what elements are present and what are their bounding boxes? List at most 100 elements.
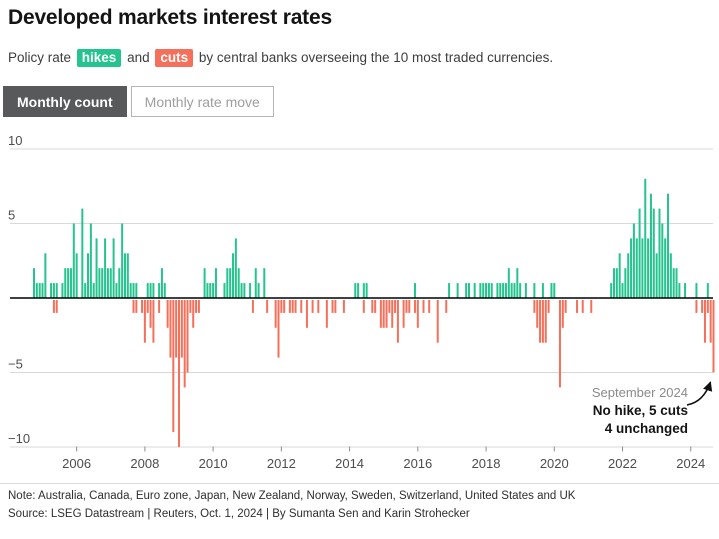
hike-bar[interactable]: [237, 268, 240, 298]
cut-bar[interactable]: [576, 300, 579, 313]
cut-bar[interactable]: [564, 300, 567, 313]
cut-bar[interactable]: [135, 300, 138, 313]
cut-bar[interactable]: [701, 300, 704, 313]
cut-bar[interactable]: [405, 300, 408, 313]
cut-bar[interactable]: [317, 300, 320, 313]
cut-bar[interactable]: [331, 300, 334, 313]
hike-bar[interactable]: [479, 283, 482, 298]
hike-bar[interactable]: [675, 268, 678, 298]
cut-bar[interactable]: [132, 300, 135, 313]
hike-bar[interactable]: [357, 283, 360, 298]
hike-bar[interactable]: [485, 283, 488, 298]
cut-bar[interactable]: [266, 300, 269, 313]
hike-bar[interactable]: [499, 283, 502, 298]
cut-bar[interactable]: [382, 300, 385, 328]
hike-bar[interactable]: [541, 283, 544, 298]
cut-bar[interactable]: [192, 300, 195, 328]
hike-bar[interactable]: [123, 253, 126, 298]
cut-bar[interactable]: [428, 300, 431, 313]
cut-bar[interactable]: [388, 300, 391, 313]
cut-bar[interactable]: [277, 300, 280, 358]
hike-bar[interactable]: [649, 193, 652, 298]
hike-bar[interactable]: [615, 268, 618, 298]
hike-bar[interactable]: [664, 238, 667, 298]
hike-bar[interactable]: [41, 283, 44, 298]
cut-bar[interactable]: [695, 300, 698, 313]
hike-bar[interactable]: [669, 253, 672, 298]
cut-bar[interactable]: [141, 300, 144, 313]
cut-bar[interactable]: [195, 300, 198, 313]
hike-bar[interactable]: [510, 283, 513, 298]
hike-bar[interactable]: [647, 238, 650, 298]
cut-bar[interactable]: [175, 300, 178, 358]
hike-bar[interactable]: [226, 268, 229, 298]
cut-bar[interactable]: [274, 300, 277, 328]
hike-bar[interactable]: [118, 268, 121, 298]
cut-bar[interactable]: [152, 300, 155, 343]
cut-bar[interactable]: [334, 300, 337, 313]
cut-bar[interactable]: [186, 300, 189, 373]
cut-bar[interactable]: [158, 300, 161, 313]
cut-bar[interactable]: [169, 300, 172, 358]
cut-bar[interactable]: [52, 300, 55, 313]
hike-bar[interactable]: [695, 283, 698, 298]
cut-bar[interactable]: [558, 300, 561, 388]
cut-bar[interactable]: [305, 300, 308, 328]
hike-bar[interactable]: [641, 238, 644, 298]
cut-bar[interactable]: [374, 300, 377, 313]
hike-bar[interactable]: [254, 268, 257, 298]
cut-bar[interactable]: [178, 300, 180, 447]
hike-bar[interactable]: [129, 283, 132, 298]
cut-bar[interactable]: [379, 300, 382, 328]
hike-bar[interactable]: [678, 283, 681, 298]
hike-bar[interactable]: [92, 283, 95, 298]
cut-bar[interactable]: [183, 300, 186, 388]
hike-bar[interactable]: [44, 253, 47, 298]
hike-bar[interactable]: [234, 238, 237, 298]
cut-bar[interactable]: [197, 300, 200, 313]
cut-bar[interactable]: [146, 300, 149, 313]
hike-bar[interactable]: [132, 283, 135, 298]
hike-bar[interactable]: [490, 283, 493, 298]
cut-bar[interactable]: [416, 300, 419, 328]
cut-bar[interactable]: [533, 300, 536, 313]
hike-bar[interactable]: [706, 283, 709, 298]
cut-bar[interactable]: [396, 300, 399, 343]
cut-bar[interactable]: [536, 300, 539, 328]
cut-bar[interactable]: [166, 300, 169, 328]
hike-bar[interactable]: [69, 268, 72, 298]
hike-bar[interactable]: [203, 268, 206, 298]
hike-bar[interactable]: [52, 283, 55, 298]
hike-bar[interactable]: [516, 268, 519, 298]
hike-bar[interactable]: [75, 253, 78, 298]
hike-bar[interactable]: [467, 283, 470, 298]
hike-bar[interactable]: [112, 238, 115, 298]
cut-bar[interactable]: [291, 300, 294, 313]
hike-bar[interactable]: [135, 283, 138, 298]
hike-bar[interactable]: [38, 283, 41, 298]
hike-bar[interactable]: [101, 268, 104, 298]
cut-bar[interactable]: [391, 300, 394, 328]
cut-bar[interactable]: [143, 300, 146, 343]
hike-bar[interactable]: [658, 208, 661, 298]
cut-bar[interactable]: [288, 300, 291, 313]
cut-bar[interactable]: [172, 300, 175, 433]
hike-bar[interactable]: [624, 268, 627, 298]
hike-bar[interactable]: [106, 268, 109, 298]
hike-bar[interactable]: [121, 223, 124, 299]
cut-bar[interactable]: [561, 300, 564, 328]
hike-bar[interactable]: [621, 283, 624, 298]
cut-bar[interactable]: [706, 300, 709, 313]
hike-bar[interactable]: [502, 283, 505, 298]
cut-bar[interactable]: [703, 300, 706, 343]
hike-bar[interactable]: [465, 283, 468, 298]
cut-bar[interactable]: [539, 300, 542, 343]
hike-bar[interactable]: [146, 283, 149, 298]
hike-bar[interactable]: [684, 283, 687, 298]
cut-bar[interactable]: [325, 300, 328, 328]
hike-bar[interactable]: [362, 283, 365, 298]
cut-bar[interactable]: [408, 300, 411, 313]
hike-bar[interactable]: [667, 193, 670, 298]
hike-bar[interactable]: [482, 283, 485, 298]
hike-bar[interactable]: [55, 283, 58, 298]
